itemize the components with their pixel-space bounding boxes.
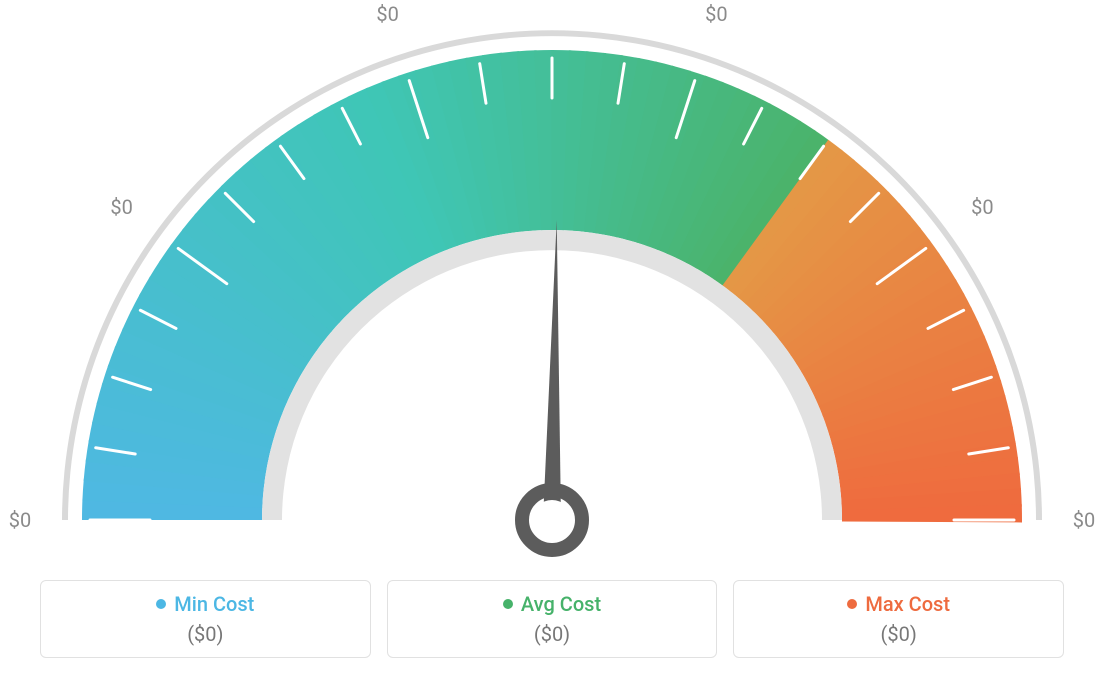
gauge-area: $0 $0 $0 $0 $0 $0 [0, 0, 1104, 580]
gauge-svg [0, 0, 1104, 580]
gauge-tick-label: $0 [1073, 508, 1095, 532]
legend-title-row: Max Cost [847, 592, 950, 616]
legend-card-avg-cost: Avg Cost ($0) [387, 580, 718, 658]
gauge-tick-label: $0 [971, 195, 993, 219]
legend-value: ($0) [534, 622, 570, 646]
legend-dot [156, 599, 166, 609]
legend-label: Min Cost [174, 592, 254, 616]
legend-dot [847, 599, 857, 609]
legend-label: Avg Cost [521, 592, 601, 616]
legend-title-row: Min Cost [156, 592, 254, 616]
gauge-tick-label: $0 [110, 195, 132, 219]
legend-value: ($0) [187, 622, 223, 646]
cost-gauge-chart: $0$0$0$0$0$0 Min Cost($0)Avg Cost($0)Max… [0, 0, 1104, 690]
gauge-tick-label: $0 [9, 508, 31, 532]
gauge-tick-label: $0 [705, 2, 727, 26]
legend-row: Min Cost ($0) Avg Cost ($0) Max Cost ($0) [40, 580, 1064, 658]
legend-card-max-cost: Max Cost ($0) [733, 580, 1064, 658]
legend-dot [503, 599, 513, 609]
legend-value: ($0) [881, 622, 917, 646]
legend-card-min-cost: Min Cost ($0) [40, 580, 371, 658]
legend-label: Max Cost [865, 592, 950, 616]
legend-title-row: Avg Cost [503, 592, 601, 616]
gauge-tick-label: $0 [376, 2, 398, 26]
